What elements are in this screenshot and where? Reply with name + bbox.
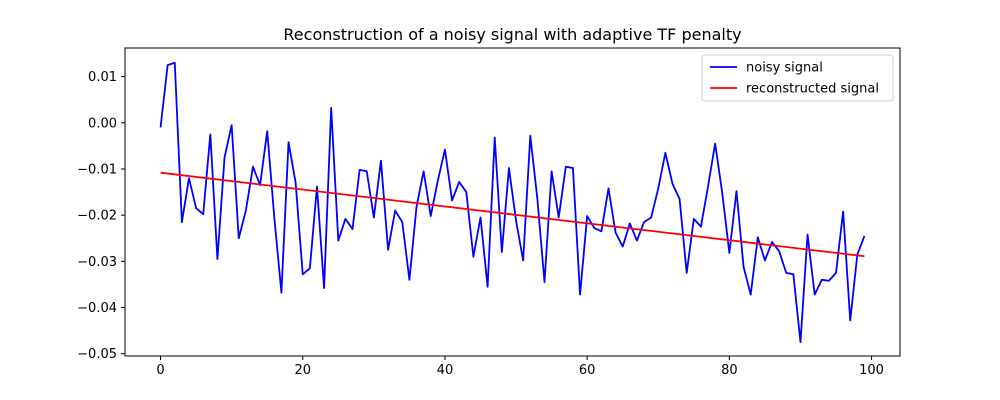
x-tick-label: 60: [579, 363, 596, 378]
x-tick-label: 40: [437, 363, 454, 378]
series-layer: [159, 61, 866, 344]
x-tick-label: 80: [721, 363, 738, 378]
y-tick-label: −0.03: [77, 255, 117, 270]
y-tick-label: −0.05: [77, 347, 117, 362]
chart-title: Reconstruction of a noisy signal with ad…: [283, 25, 741, 44]
legend-label: reconstructed signal: [746, 82, 879, 97]
x-axis: 0 20 40 60 80 100: [156, 356, 884, 378]
y-tick-label: 0.01: [88, 70, 117, 85]
legend: noisy signal reconstructed signal: [701, 54, 894, 102]
x-tick-label: 0: [156, 363, 164, 378]
y-tick-label: 0.00: [88, 116, 117, 131]
series-line-0: [159, 61, 866, 344]
series-line-1: [160, 171, 865, 258]
legend-label: noisy signal: [746, 61, 823, 76]
x-tick-label: 20: [294, 363, 311, 378]
plot-area: [124, 47, 901, 357]
y-tick-label: −0.01: [77, 162, 117, 177]
x-tick-label: 100: [859, 363, 884, 378]
y-tick-label: −0.04: [77, 301, 117, 316]
y-axis: 0.01 0.00 −0.01 −0.02 −0.03 −0.04 −0.05: [77, 70, 125, 362]
axes-frame: [124, 47, 901, 357]
y-tick-label: −0.02: [77, 209, 117, 224]
legend-box: [701, 54, 894, 102]
